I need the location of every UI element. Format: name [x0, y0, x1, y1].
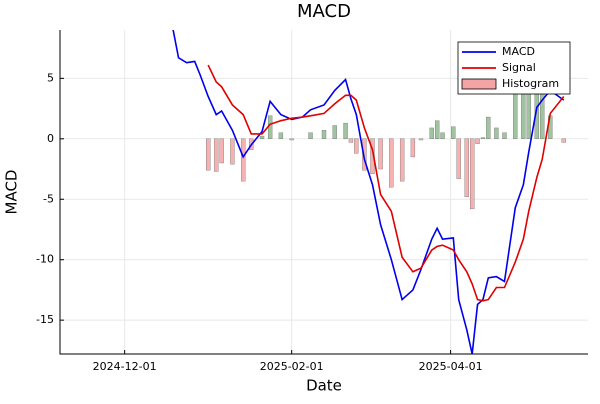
histogram-bar — [418, 138, 424, 141]
histogram-bar — [321, 130, 327, 139]
histogram-bar — [434, 120, 440, 139]
y-tick-label: -10 — [36, 253, 54, 266]
y-tick-label: 5 — [47, 71, 54, 84]
legend-label: Signal — [502, 61, 536, 74]
histogram-bar — [230, 138, 235, 165]
histogram-bar — [456, 138, 461, 179]
plot-area — [172, 30, 566, 354]
histogram-bar — [451, 126, 456, 139]
histogram-bar — [475, 138, 480, 144]
histogram-bar — [429, 127, 434, 139]
histogram-bar — [486, 116, 491, 139]
y-tick-label: -15 — [36, 313, 54, 326]
histogram-bar — [241, 138, 246, 182]
axis-frame — [59, 30, 588, 355]
histogram-bar — [343, 122, 348, 139]
histogram-bar — [214, 138, 219, 172]
legend-swatch — [461, 78, 497, 90]
histogram-bar — [354, 138, 359, 154]
histogram-bar — [362, 138, 367, 171]
histogram-bar — [561, 138, 566, 143]
histogram-bar — [440, 132, 445, 139]
legend-label: Histogram — [502, 77, 559, 90]
histogram-bar — [389, 138, 394, 188]
x-axis-label: Date — [306, 377, 342, 395]
histogram-bar — [494, 127, 499, 139]
histogram-bar — [480, 137, 486, 139]
histogram-bar — [378, 138, 383, 170]
y-axis-label: MACD — [3, 170, 21, 215]
histogram-bar — [399, 138, 405, 182]
histogram-bar — [464, 138, 469, 197]
x-tick-label: 2025-02-01 — [260, 360, 324, 373]
chart-title: MACD — [297, 1, 351, 22]
y-tick-label: 0 — [47, 132, 54, 145]
histogram-bar — [348, 138, 354, 143]
legend-label: MACD — [502, 45, 535, 58]
line-series — [207, 64, 565, 302]
y-tick-label: -5 — [43, 192, 54, 205]
x-tick-label: 2024-12-01 — [93, 360, 157, 373]
x-tick-label: 2025-04-01 — [419, 360, 483, 373]
histogram-bar — [410, 138, 416, 158]
line-series — [172, 30, 565, 354]
histogram-bar — [219, 138, 224, 164]
histogram-bar — [502, 132, 507, 139]
histogram-bar — [470, 138, 475, 210]
histogram-bar — [267, 115, 273, 139]
histogram-bar — [308, 132, 313, 139]
histogram-bar — [278, 132, 284, 139]
histogram-bar — [206, 138, 211, 171]
histogram-bar — [259, 136, 265, 139]
histogram-bar — [332, 125, 337, 139]
histogram-bar — [289, 138, 294, 141]
